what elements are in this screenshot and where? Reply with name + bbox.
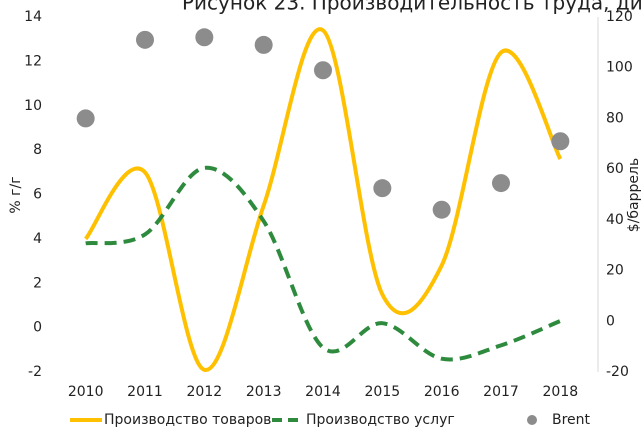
line-series xyxy=(84,27,563,372)
y-tick-label: 8 xyxy=(33,142,42,158)
legend-swatch xyxy=(527,415,537,425)
y2-tick-label: 20 xyxy=(606,263,624,279)
brent-marker xyxy=(373,179,392,198)
x-tick-label: 2011 xyxy=(127,384,163,400)
x-tick-label: 2013 xyxy=(246,384,282,400)
x-tick-label: 2010 xyxy=(68,384,104,400)
brent-marker xyxy=(551,132,570,151)
y2-tick-label: -20 xyxy=(606,364,629,380)
x-tick-label: 2012 xyxy=(187,384,223,400)
x-tick-label: 2015 xyxy=(365,384,401,400)
y-tick-label: 10 xyxy=(24,98,42,114)
y-tick-label: 4 xyxy=(33,231,42,247)
x-tick-label: 2016 xyxy=(424,384,460,400)
y2-tick-label: 100 xyxy=(606,60,633,76)
chart-title: Рисунок 23. Производительность труда, ди… xyxy=(182,0,642,15)
line-series xyxy=(85,165,562,362)
y2-tick-label: 40 xyxy=(606,212,624,228)
y2-tick-label: 0 xyxy=(606,313,615,329)
y-tick-label: -2 xyxy=(28,364,42,380)
brent-marker xyxy=(254,35,273,54)
brent-marker xyxy=(195,28,214,47)
y-tick-label: 14 xyxy=(24,9,42,25)
y-tick-label: 2 xyxy=(33,275,42,291)
x-tick-label: 2017 xyxy=(483,384,519,400)
legend-label: Производство услуг xyxy=(306,412,455,428)
brent-marker xyxy=(314,61,332,80)
legend-label: Brent xyxy=(552,412,591,428)
x-tick-label: 2018 xyxy=(543,384,579,400)
y-axis-title: % г/г xyxy=(8,176,24,213)
brent-marker xyxy=(432,200,451,219)
x-tick-label: 2014 xyxy=(305,384,341,400)
brent-marker xyxy=(136,30,154,49)
y2-tick-label: 120 xyxy=(606,9,633,25)
y-tick-label: 6 xyxy=(33,187,42,203)
y2-tick-label: 60 xyxy=(606,161,624,177)
brent-marker xyxy=(492,174,510,193)
y-tick-label: 0 xyxy=(33,320,42,336)
brent-marker xyxy=(76,109,95,128)
y-tick-label: 12 xyxy=(24,53,42,69)
y2-axis-title: $/баррель xyxy=(626,158,642,232)
legend-label: Производство товаров xyxy=(104,412,271,428)
y2-tick-label: 80 xyxy=(606,110,624,126)
